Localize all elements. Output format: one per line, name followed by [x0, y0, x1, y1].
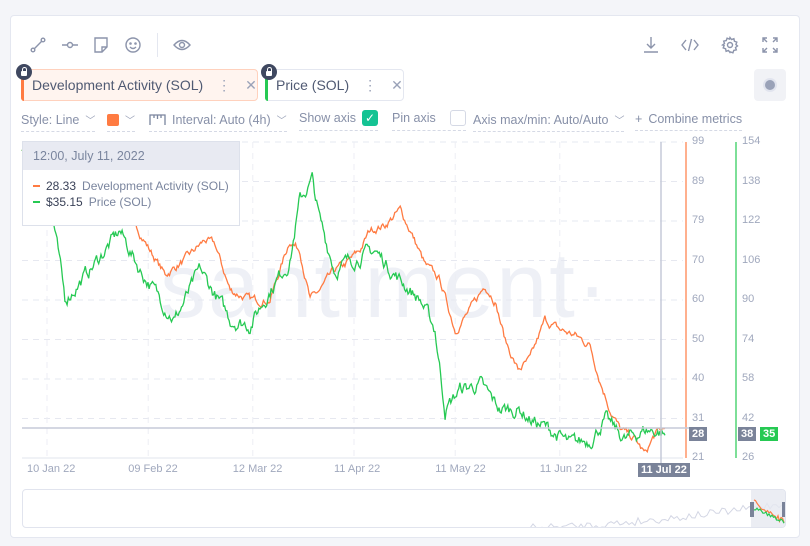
axis-maxmin-dropdown[interactable]: Axis max/min: Auto/Auto ﹀	[473, 112, 625, 132]
y-tick-label: 99	[692, 135, 705, 147]
y-tick-label: 50	[692, 332, 705, 345]
checkbox-checked-icon[interactable]: ✓	[361, 110, 378, 126]
y-tick-label: 70	[692, 253, 705, 266]
remove-metric-icon[interactable]: ✕	[391, 76, 403, 93]
style-label: Style: Line	[21, 112, 80, 127]
y-tick-label: 79	[692, 214, 705, 226]
metric-color-bar	[265, 69, 268, 101]
pin-axis-toggle[interactable]: Pin axis	[392, 110, 466, 131]
more-options-icon[interactable]: ⋮	[217, 76, 232, 93]
horizontal-ray-icon[interactable]	[60, 35, 80, 55]
ruler-icon	[149, 113, 166, 125]
y-tick-label: 138	[742, 174, 761, 187]
y-tick-label: 42	[742, 411, 755, 424]
toolbar-divider	[157, 33, 158, 57]
dev-activity-crosshair-value-tag: 28	[689, 427, 708, 441]
santiment-watermark: santiment·	[160, 235, 610, 337]
combine-metrics-label: Combine metrics	[648, 112, 743, 126]
chart-tooltip: 12:00, July 11, 2022 28.33 Development Ac…	[22, 141, 240, 226]
tooltip-label: Price (SOL)	[88, 195, 152, 209]
show-axis-label: Show axis	[299, 111, 356, 125]
x-tick-label: 11 Apr 22	[334, 463, 381, 475]
y-tick-label: 26	[742, 451, 755, 463]
navigator-left-handle[interactable]	[750, 502, 754, 517]
price-series-line	[21, 144, 666, 450]
chevron-down-icon: ﹀	[85, 116, 96, 127]
y-tick-label: 40	[692, 372, 705, 384]
x-tick-label: 11 May 22	[435, 463, 486, 475]
navigator-history-line	[530, 502, 785, 527]
x-tick-label: 09 Feb 22	[128, 463, 178, 475]
pin-axis-label: Pin axis	[392, 111, 436, 125]
tooltip-row-dev-activity: 28.33 Development Activity (SOL)	[33, 179, 239, 193]
combine-metrics-button[interactable]: + Combine metrics	[635, 112, 743, 131]
chevron-down-icon: ﹀	[614, 116, 625, 127]
crosshair-date-tag: 11 Jul 22	[638, 463, 690, 477]
x-tick-label: 12 Mar 22	[232, 463, 283, 475]
y-tick-label: 60	[692, 293, 705, 305]
checkbox-unchecked-icon[interactable]	[449, 110, 466, 126]
fullscreen-icon[interactable]	[760, 35, 780, 55]
y-tick-label: 122	[742, 214, 761, 226]
style-dropdown[interactable]: Style: Line ﹀	[21, 112, 96, 132]
tooltip-date: 12:00, July 11, 2022	[23, 142, 239, 170]
chevron-down-icon: ﹀	[125, 116, 135, 127]
metric-chip-price[interactable]: Price (SOL) ⋮ ✕	[265, 69, 404, 101]
show-axis-toggle[interactable]: Show axis ✓	[299, 110, 378, 131]
metric-chip-development-activity[interactable]: Development Activity (SOL) ⋮ ✕	[21, 69, 258, 101]
y-tick-label: 21	[692, 451, 705, 463]
chevron-down-icon: ﹀	[276, 116, 287, 127]
lock-icon	[261, 64, 277, 80]
emoji-icon[interactable]	[123, 35, 143, 55]
y-tick-label: 31	[692, 411, 705, 424]
y-tick-label: 154	[742, 135, 761, 147]
eye-icon[interactable]	[172, 35, 192, 55]
price-crosshair-value-tag: 38	[738, 427, 757, 441]
x-tick-label: 10 Jan 22	[27, 463, 76, 475]
y-tick-label: 89	[692, 174, 705, 187]
more-options-icon[interactable]: ⋮	[363, 76, 378, 93]
interval-label: Interval: Auto (4h)	[172, 112, 271, 127]
interval-dropdown[interactable]: Interval: Auto (4h) ﹀	[149, 112, 287, 132]
metric-color-bar	[21, 69, 24, 101]
plus-icon: +	[635, 112, 643, 126]
tooltip-row-price: $35.15 Price (SOL)	[33, 195, 239, 209]
y-tick-label: 90	[742, 293, 755, 305]
y-tick-label: 106	[742, 253, 761, 266]
embed-code-icon[interactable]	[680, 35, 700, 55]
download-icon[interactable]	[641, 35, 661, 55]
tooltip-value: 28.33	[46, 179, 77, 193]
note-icon[interactable]	[91, 35, 111, 55]
color-swatch	[107, 113, 119, 126]
metric-label: Development Activity (SOL)	[32, 77, 204, 93]
tooltip-value: $35.15	[46, 195, 83, 209]
tooltip-label: Development Activity (SOL)	[82, 179, 229, 193]
metric-label: Price (SOL)	[276, 77, 350, 93]
record-button[interactable]	[754, 69, 786, 101]
y-tick-label: 74	[742, 332, 755, 345]
legend-swatch	[33, 201, 40, 203]
line-draw-icon[interactable]	[28, 35, 48, 55]
remove-metric-icon[interactable]: ✕	[245, 76, 257, 93]
lock-icon	[16, 64, 32, 80]
settings-icon[interactable]	[720, 35, 740, 55]
color-picker[interactable]: ﹀	[107, 112, 135, 132]
range-navigator[interactable]	[22, 489, 786, 528]
record-icon	[765, 80, 775, 90]
legend-swatch	[33, 185, 40, 187]
axis-maxmin-label: Axis max/min: Auto/Auto	[473, 112, 609, 127]
navigator-dev-activity-line	[753, 499, 785, 524]
price-current-value-tag: 35	[760, 427, 779, 441]
navigator-right-handle[interactable]	[782, 502, 786, 517]
y-tick-label: 58	[742, 372, 755, 384]
x-tick-label: 11 Jun 22	[539, 463, 588, 475]
navigator-price-line	[754, 507, 785, 524]
